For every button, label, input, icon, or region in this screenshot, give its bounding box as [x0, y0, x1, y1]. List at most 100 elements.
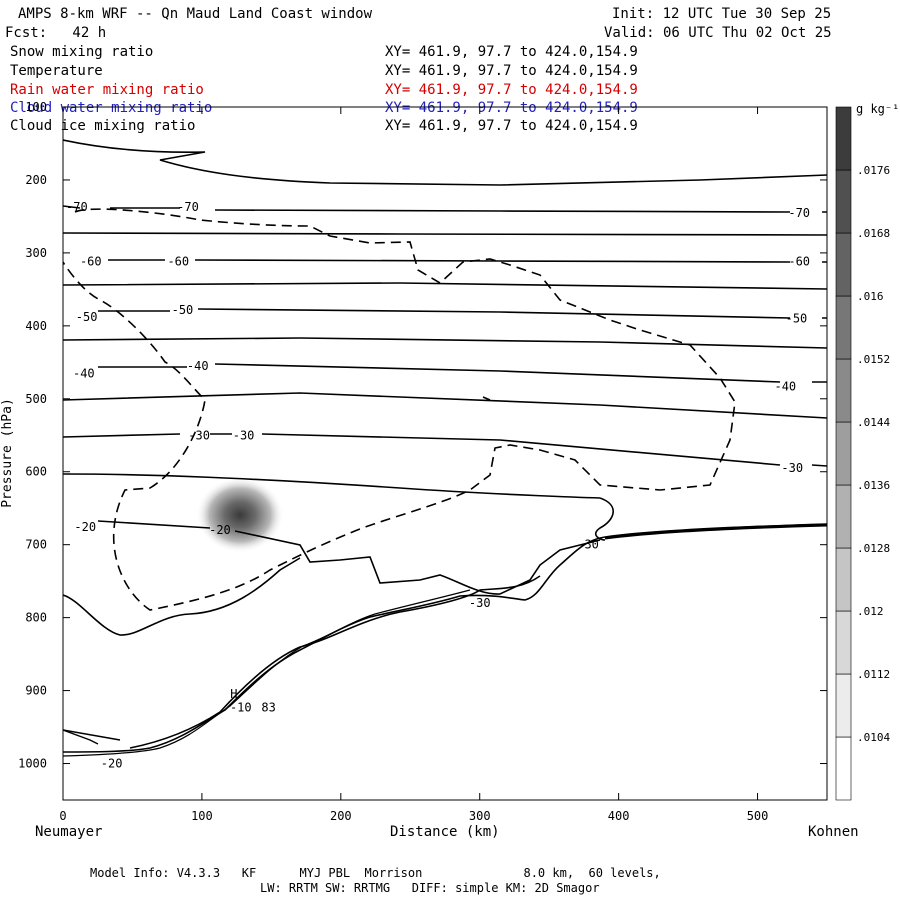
contour-label: -50	[76, 310, 98, 324]
colorbar-label: .012	[857, 605, 884, 618]
snow-mixing-ratio-contour	[63, 208, 736, 611]
isotherm	[63, 433, 827, 467]
contour-label: -40	[187, 359, 209, 373]
legend-cloudwater-name: Cloud water mixing ratio	[10, 100, 213, 116]
legend-snow-name: Snow mixing ratio	[10, 44, 154, 60]
colorbar-swatch	[835, 295, 852, 360]
y-tick-label: 600	[25, 465, 47, 479]
colorbar-label: .0128	[857, 542, 890, 555]
colorbar-label: .0112	[857, 668, 890, 681]
y-tick-label: 300	[25, 246, 47, 260]
terrain-outline	[63, 523, 827, 757]
isotherm	[63, 282, 827, 290]
colorbar-swatch	[835, 673, 852, 738]
x-tick-label: 300	[469, 809, 491, 823]
x-axis-title: Distance (km)	[390, 824, 500, 840]
contour-label: -10	[230, 700, 252, 714]
contour-label: -60	[80, 255, 102, 269]
temperature-contours	[63, 139, 827, 749]
contour-label: -30	[469, 596, 491, 610]
y-tick-label: 800	[25, 611, 47, 625]
contour-label: -20	[74, 520, 96, 534]
legend-cloudwater-xy: XY= 461.9, 97.7 to 424.0,154.9	[385, 100, 638, 116]
isotherm	[63, 232, 827, 236]
x-tick-label: 400	[608, 809, 630, 823]
y-tick-label: 100	[25, 100, 47, 114]
colorbar-swatch	[835, 421, 852, 486]
isotherm	[63, 139, 827, 186]
high-marker: H	[230, 687, 237, 701]
colorbar-swatch	[835, 547, 852, 612]
legend-cloudice-name: Cloud ice mixing ratio	[10, 118, 196, 134]
contour-label: -50	[786, 312, 808, 326]
colorbar-swatch	[835, 484, 852, 549]
model-info-line-2: LW: RRTM SW: RRTMG DIFF: simple KM: 2D S…	[260, 881, 600, 895]
y-tick-label: 700	[25, 538, 47, 552]
cloud-ice-maximum	[196, 477, 284, 553]
temperature-labels: -70 -70 -70 -60 -60 -60 -50 -50 -50 -40 -40 -40 -30 -…	[66, 200, 810, 771]
contour-label: -70	[177, 200, 199, 214]
contour-label: -30	[188, 428, 210, 442]
x-tick-label: 200	[330, 809, 352, 823]
right-station-label: Kohnen	[808, 824, 859, 840]
legend-rain-name: Rain water mixing ratio	[10, 82, 204, 98]
colorbar-swatch	[835, 610, 852, 675]
chart-title: AMPS 8-km WRF -- Qn Maud Land Coast wind…	[18, 6, 373, 22]
x-axis: 0 100 200 300 400 500	[59, 107, 768, 823]
isotherm	[63, 205, 827, 213]
plot-frame	[62, 106, 828, 801]
isotherm	[63, 337, 827, 349]
colorbar-swatch	[835, 736, 852, 801]
y-axis-title: Pressure (hPa)	[0, 398, 15, 508]
colorbar-swatch	[835, 106, 852, 171]
contour-label: -40	[774, 379, 796, 393]
colorbar: .0104 .0112 .012 .0128 .0136 .0144 .0152 .016 .0…	[835, 106, 890, 801]
isotherm	[63, 473, 601, 499]
contour-label: -20	[101, 757, 123, 771]
y-tick-label: 500	[25, 392, 47, 406]
isotherm	[63, 392, 827, 419]
x-tick-label: 100	[191, 809, 213, 823]
contour-label: -30	[781, 461, 803, 475]
legend-cloudice-xy: XY= 461.9, 97.7 to 424.0,154.9	[385, 118, 638, 134]
legend-temperature-xy: XY= 461.9, 97.7 to 424.0,154.9	[385, 63, 638, 79]
contour-label: -60	[788, 255, 810, 269]
snow-mixing-ratio-contour	[482, 396, 491, 401]
isotherm	[63, 557, 301, 636]
colorbar-label: .016	[857, 290, 884, 303]
contour-label: -30	[577, 538, 599, 552]
contour-label: -40	[73, 366, 95, 380]
isotherm	[97, 520, 601, 595]
contour-label: -70	[788, 206, 810, 220]
legend-temperature-name: Temperature	[10, 63, 103, 79]
isotherm	[98, 308, 827, 319]
contour-label: -60	[167, 255, 189, 269]
y-tick-label: 400	[25, 319, 47, 333]
legend-snow-xy: XY= 461.9, 97.7 to 424.0,154.9	[385, 44, 638, 60]
x-tick-label: 0	[59, 809, 66, 823]
model-info-line-1: Model Info: V4.3.3 KF MYJ PBL Morrison 8…	[90, 866, 661, 880]
contour-label: -50	[172, 303, 194, 317]
colorbar-label: .0168	[857, 227, 890, 240]
contour-label: -30	[233, 428, 255, 442]
contour-label: 83	[261, 700, 275, 714]
y-tick-label: 900	[25, 684, 47, 698]
x-tick-label: 500	[747, 809, 769, 823]
init-time: Init: 12 UTC Tue 30 Sep 25	[612, 6, 832, 22]
y-tick-label: 200	[25, 173, 47, 187]
valid-time: Valid: 06 UTC Thu 02 Oct 25	[604, 25, 832, 41]
isotherm	[595, 497, 614, 541]
colorbar-label: .0104	[857, 731, 890, 744]
isotherm	[63, 575, 541, 749]
left-station-label: Neumayer	[35, 824, 103, 840]
forecast-hour: Fcst: 42 h	[5, 25, 107, 41]
colorbar-label: .0176	[857, 164, 890, 177]
colorbar-unit: g kg⁻¹	[856, 102, 900, 116]
colorbar-label: .0136	[857, 479, 890, 492]
y-axis: 100 200 300 400 500 600 700 800 900 1000	[18, 100, 827, 771]
y-tick-label: 1000	[18, 757, 47, 771]
colorbar-label: .0144	[857, 416, 890, 429]
colorbar-swatch	[835, 169, 852, 234]
colorbar-swatch	[835, 358, 852, 423]
